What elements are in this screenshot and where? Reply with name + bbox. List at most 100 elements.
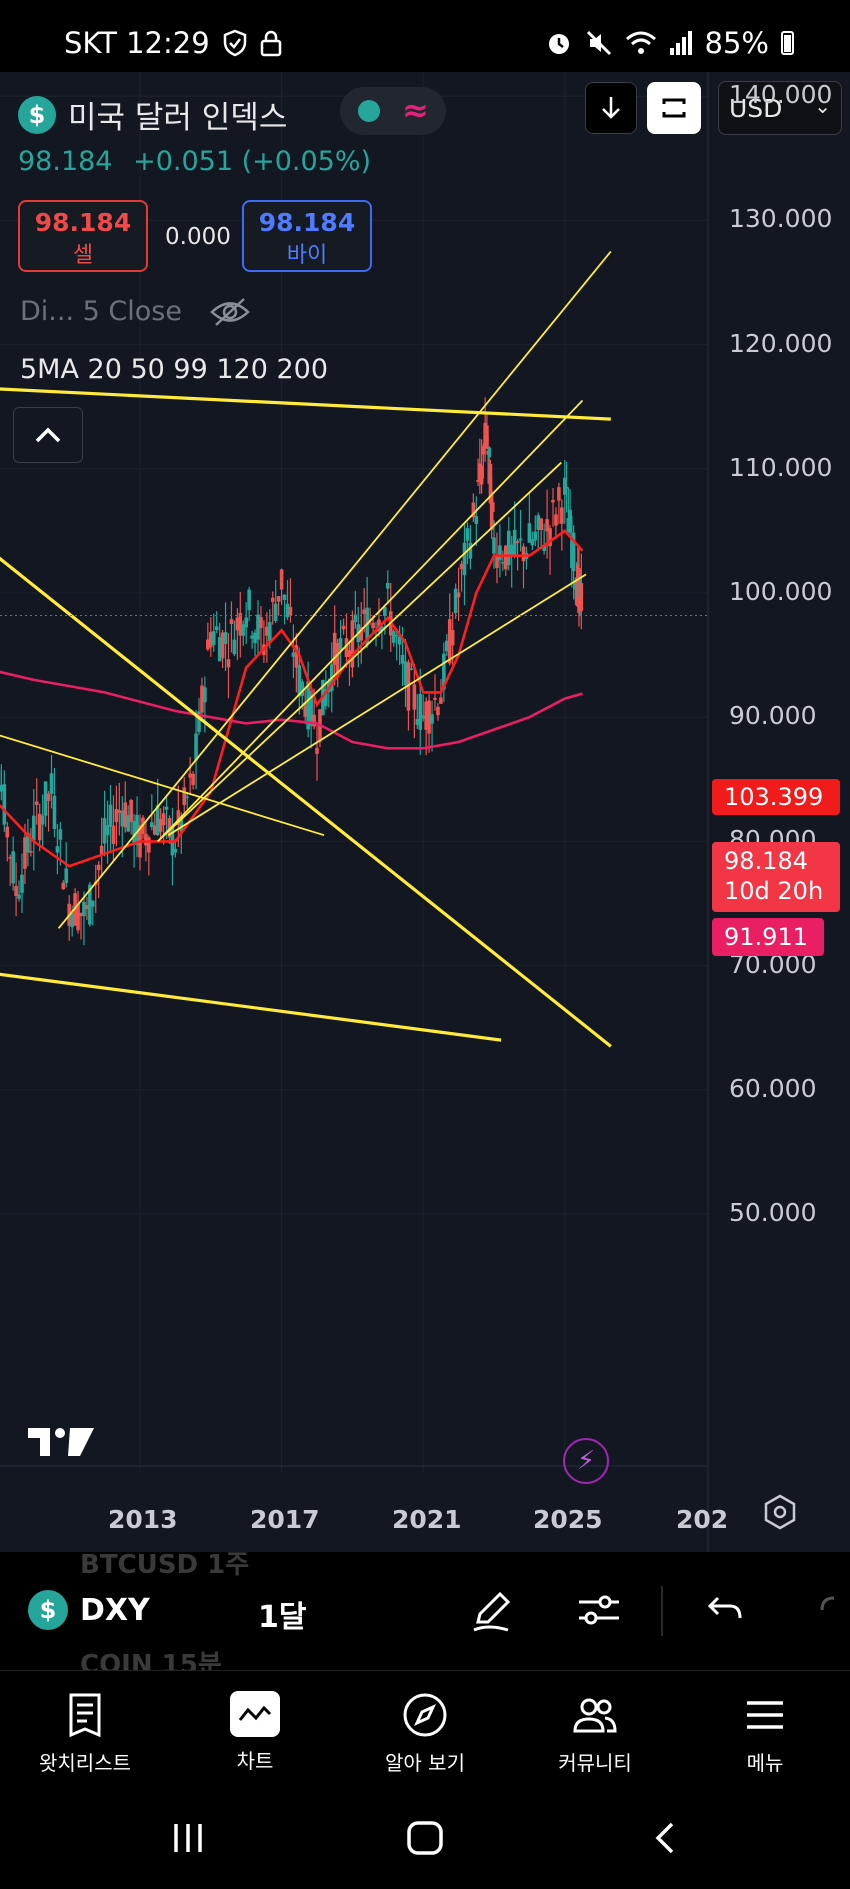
candle-body — [64, 868, 69, 884]
ma-legend[interactable]: 5MA 20 50 99 120 200 — [20, 354, 328, 385]
candle-body — [462, 542, 467, 576]
alarm-icon — [548, 34, 569, 54]
symbol-picker[interactable]: $ DXY — [28, 1590, 150, 1630]
chart-area[interactable]: $ 미국 달러 인덱스 ≈ USD ⌄ 98.184 +0.051 (+0.05… — [0, 72, 850, 1552]
collapse-legend-button[interactable] — [13, 407, 83, 463]
candle-body — [29, 851, 33, 853]
moving-average-line — [0, 529, 584, 868]
candle-body — [209, 632, 213, 648]
home-icon[interactable] — [406, 1820, 444, 1856]
download-button[interactable] — [585, 82, 637, 134]
candle-body — [14, 885, 18, 896]
status-bar: SKT 12:29 85% — [0, 0, 850, 80]
candle-body — [409, 668, 414, 670]
candle-body — [256, 614, 260, 640]
candle-body — [0, 785, 4, 792]
candle-body — [105, 825, 110, 836]
eye-off-icon[interactable] — [210, 297, 250, 327]
candle-body — [568, 509, 572, 533]
candle-body — [126, 815, 130, 832]
buy-label: 바이 — [286, 243, 328, 268]
chart-icon — [230, 1691, 280, 1737]
candle-body — [96, 864, 101, 871]
candle-body — [211, 631, 216, 646]
nav-explore-label: 알아 보기 — [385, 1751, 465, 1775]
candle-body — [43, 781, 48, 816]
watchlist-icon — [69, 1693, 101, 1738]
time-axis-label: 2025 — [533, 1505, 603, 1534]
candle-body — [495, 556, 499, 568]
candle-body — [250, 635, 254, 639]
candle-body — [276, 596, 281, 602]
candle-body — [430, 714, 434, 724]
redo-icon[interactable] — [812, 1586, 850, 1634]
back-icon[interactable] — [650, 1820, 678, 1856]
candle-body — [476, 480, 480, 482]
nav-watchlist[interactable]: 왓치리스트 — [10, 1681, 160, 1776]
candle-body — [273, 603, 278, 621]
fullscreen-button[interactable] — [647, 82, 701, 134]
candle-body — [492, 537, 496, 554]
sell-label: 셀 — [72, 243, 94, 268]
trendline — [0, 972, 502, 1042]
candle-body — [2, 784, 7, 825]
nav-community[interactable]: 커뮤니티 — [520, 1681, 670, 1776]
candle-body — [23, 837, 27, 869]
indicator-legend[interactable]: Di... 5 Close — [20, 296, 250, 327]
sell-button[interactable]: 98.184 셀 — [18, 200, 148, 272]
candle-body — [79, 912, 83, 917]
indicators-icon[interactable] — [575, 1586, 623, 1634]
time-axis-label: 2017 — [250, 1505, 320, 1534]
candle-body — [324, 689, 328, 706]
candle-body — [442, 653, 446, 690]
chart-settings-icon[interactable] — [762, 1494, 798, 1530]
nav-chart[interactable]: 차트 — [180, 1681, 330, 1774]
battery-icon — [781, 31, 794, 55]
candle-body — [34, 801, 39, 805]
compass-icon — [403, 1693, 447, 1737]
candle-body — [424, 701, 428, 730]
currency-select[interactable]: USD ⌄ — [718, 81, 842, 135]
candle-body — [485, 425, 489, 444]
sell-price: 98.184 — [34, 208, 132, 237]
trendline — [0, 556, 612, 1048]
nav-explore[interactable]: 알아 보기 — [350, 1681, 500, 1776]
candle-body — [288, 607, 293, 616]
undo-icon[interactable] — [702, 1586, 750, 1634]
pen-icon[interactable] — [468, 1586, 516, 1634]
price-line: 98.184 +0.051 (+0.05%) — [18, 146, 371, 177]
price-axis-label: 90.000 — [729, 701, 817, 731]
indicator-label: Di... 5 Close — [20, 296, 182, 327]
nav-chart-label: 차트 — [236, 1749, 274, 1773]
price-chart[interactable] — [0, 72, 850, 1552]
candle-body — [37, 813, 42, 841]
candle-body — [229, 619, 234, 624]
candle-body — [200, 685, 204, 713]
flash-button[interactable]: ⚡ — [563, 1438, 609, 1484]
candle-body — [226, 659, 231, 668]
dollar-icon: $ — [28, 1590, 68, 1630]
recent-apps-icon[interactable] — [170, 1820, 206, 1856]
candle-body — [152, 825, 157, 835]
candle-body — [111, 825, 116, 844]
candle-body — [259, 617, 263, 628]
buy-button[interactable]: 98.184 바이 — [242, 200, 372, 272]
candle-body — [542, 544, 546, 551]
price-axis-label: 60.000 — [729, 1073, 817, 1103]
candle-body — [220, 632, 225, 659]
candle-body — [509, 544, 514, 557]
chevron-down-icon: ⌄ — [814, 94, 831, 118]
nav-menu[interactable]: 메뉴 — [690, 1681, 840, 1776]
interval-picker[interactable]: 1달 — [258, 1600, 307, 1635]
market-status-pill[interactable]: ≈ — [340, 87, 446, 135]
candle-body — [203, 687, 207, 703]
candle-body — [309, 690, 313, 726]
candle-body — [188, 773, 192, 778]
candle-body — [488, 463, 493, 504]
candle-body — [232, 639, 237, 655]
symbol-header[interactable]: $ 미국 달러 인덱스 — [18, 92, 287, 137]
toolbar-divider — [661, 1586, 663, 1636]
candle-body — [533, 531, 538, 541]
candle-body — [487, 447, 492, 458]
candle-body — [135, 814, 139, 845]
